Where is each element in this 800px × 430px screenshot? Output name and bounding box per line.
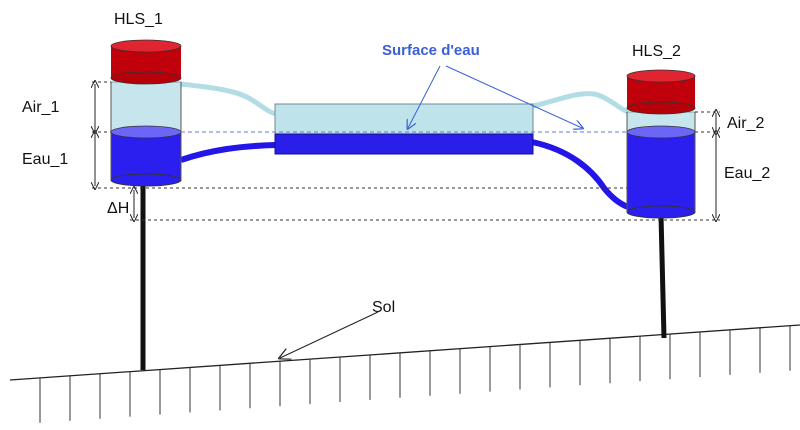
air-tube-left xyxy=(179,81,277,117)
sensor-hls-1 xyxy=(110,39,182,187)
support-post-2 xyxy=(658,214,667,339)
water-tube-right xyxy=(531,139,630,210)
water-surface-label: Surface d'eau xyxy=(382,42,480,59)
ground-arrow xyxy=(280,311,379,358)
ground xyxy=(9,324,800,423)
water-1-label: Eau_1 xyxy=(22,151,68,168)
air-2-label: Air_2 xyxy=(727,115,764,132)
delta-h-label: ΔH xyxy=(107,200,129,217)
sensor-hls-2 xyxy=(626,69,696,219)
dimension-arrows xyxy=(95,84,716,218)
air-1-label: Air_1 xyxy=(22,99,59,116)
surface-arrow-right xyxy=(445,65,582,128)
ground-label: Sol xyxy=(372,299,395,316)
horizontal-channel xyxy=(274,103,534,155)
surface-arrow-left xyxy=(408,65,441,128)
water-2-label: Eau_2 xyxy=(724,165,770,182)
hls-1-label: HLS_1 xyxy=(114,11,163,28)
hls-2-label: HLS_2 xyxy=(632,43,681,60)
water-tube-left xyxy=(180,142,277,163)
air-tube-right xyxy=(532,91,630,115)
